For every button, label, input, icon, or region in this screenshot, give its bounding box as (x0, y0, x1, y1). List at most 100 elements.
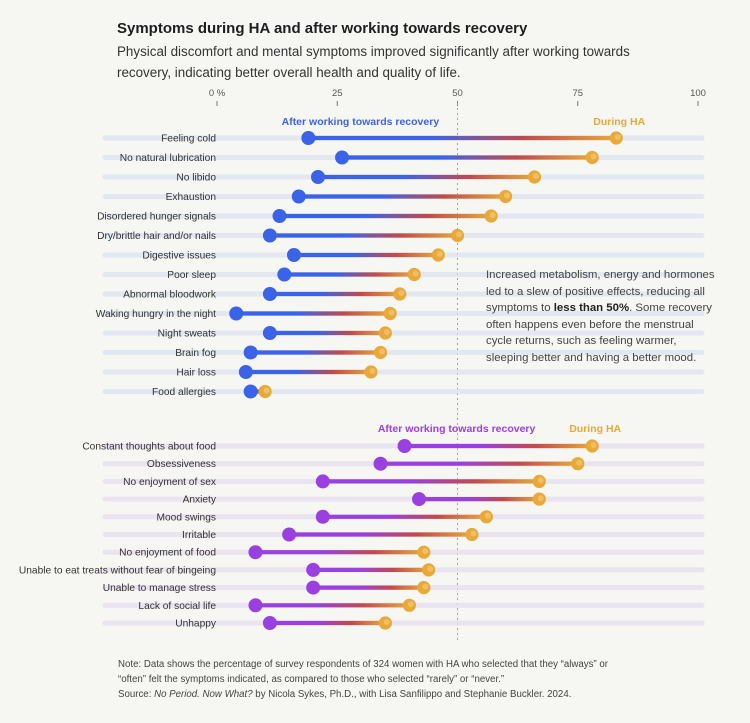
after-dot (291, 189, 306, 204)
category-label: Abnormal bloodwork (123, 290, 217, 301)
during-dot-highlight (504, 192, 511, 199)
after-dot (262, 228, 277, 243)
legend-during: During HA (569, 423, 621, 435)
category-label: Feeling cold (161, 134, 216, 145)
legend-after: After working towards recovery (282, 116, 440, 128)
during-dot-highlight (436, 251, 443, 257)
source-book-title: No Period. Now What? (154, 689, 253, 700)
after-dot (248, 545, 263, 560)
category-label: No enjoyment of food (119, 548, 216, 559)
during-dot-highlight (532, 173, 539, 179)
during-dot-highlight (422, 583, 429, 590)
footnote: Note: Data shows the percentage of surve… (118, 659, 609, 685)
category-label: Lack of social life (138, 601, 216, 612)
during-dot-highlight (379, 348, 386, 355)
after-dot (243, 384, 258, 399)
category-label: Exhaustion (166, 192, 216, 203)
after-dot (315, 474, 330, 489)
category-label: Digestive issues (142, 251, 216, 262)
source-label: Source: (118, 689, 155, 700)
during-dot-highlight (470, 530, 477, 537)
category-label: Disordered hunger signals (97, 212, 216, 223)
during-dot-highlight (537, 495, 544, 502)
during-dot-highlight (412, 270, 419, 277)
after-dot (262, 616, 277, 630)
category-label: Poor sleep (167, 270, 216, 281)
chart-subtitle: Physical discomfort and mental symptoms … (117, 44, 630, 80)
after-dot (238, 365, 253, 379)
x-tick-label: 50 (452, 88, 463, 99)
chart-marks (229, 131, 623, 630)
during-dot-highlight (407, 601, 414, 608)
legend-after: After working towards recovery (378, 423, 536, 435)
during-dot-highlight (383, 619, 390, 625)
after-dot (311, 170, 326, 184)
x-tick-label: 100 (690, 88, 706, 99)
category-label: Irritable (182, 530, 216, 541)
during-dot-highlight (590, 442, 597, 448)
legend-during: During HA (593, 116, 645, 128)
category-label: Anxiety (183, 495, 217, 506)
after-dot (286, 248, 301, 262)
after-dot (306, 562, 321, 577)
x-tick-label: 0 % (209, 88, 226, 99)
during-dot-highlight (263, 387, 270, 394)
during-dot-highlight (398, 290, 405, 296)
during-dot-highlight (489, 212, 496, 218)
legends: After working towards recovery During HA A… (282, 116, 646, 435)
x-tick-label: 25 (332, 88, 343, 99)
category-label: No natural lubrication (120, 153, 216, 164)
during-dot-highlight (590, 153, 597, 160)
during-dot-highlight (388, 309, 395, 316)
category-label: Mood swings (157, 512, 216, 523)
during-dot-highlight (422, 548, 429, 555)
category-label: No libido (176, 173, 216, 184)
source-line: Source: No Period. Now What? by Nicola S… (118, 689, 678, 700)
category-label: Waking hungry in the night (96, 309, 216, 320)
during-dot-highlight (537, 477, 544, 484)
during-dot-highlight (614, 134, 621, 140)
during-dot-highlight (456, 231, 462, 238)
category-label: No enjoyment of sex (123, 477, 216, 488)
category-labels: Feeling cold No natural lubrication No lib… (19, 134, 217, 630)
after-dot (301, 131, 316, 145)
during-dot-highlight (576, 459, 583, 466)
annotation-text-before: Increased metabolism, energy and hormone… (486, 269, 715, 314)
during-dot-highlight (369, 368, 376, 374)
after-dot (315, 509, 330, 524)
annotation-bold: less than 50% (553, 302, 630, 314)
category-label: Unable to manage stress (103, 583, 216, 594)
source-rest: by Nicola Sykes, Ph.D., with Lisa Sanfil… (252, 689, 572, 700)
category-label: Dry/brittle hair and/or nails (97, 231, 216, 242)
x-axis: 0 % 25 50 75 100 (209, 88, 706, 640)
chart-title: Symptoms during HA and after working tow… (117, 20, 528, 37)
after-dot (262, 326, 277, 340)
after-dot (397, 439, 412, 453)
after-dot (282, 527, 297, 542)
annotation-text-after: . Some recovery often happens even befor… (486, 302, 713, 364)
category-label: Hair loss (176, 368, 216, 379)
after-dot (277, 267, 292, 282)
after-dot (262, 287, 277, 301)
category-label: Obsessiveness (147, 459, 216, 470)
after-dot (373, 456, 388, 471)
category-label: Unable to eat treats without fear of bin… (19, 565, 216, 576)
during-dot-highlight (383, 329, 390, 335)
after-dot (335, 150, 350, 165)
category-label: Unhappy (175, 619, 217, 630)
annotation: Increased metabolism, energy and hormone… (486, 267, 721, 366)
category-label: Constant thoughts about food (82, 442, 216, 453)
category-label: Night sweats (158, 329, 216, 340)
after-dot (306, 580, 321, 595)
x-tick-label: 75 (572, 88, 583, 99)
after-dot (272, 209, 287, 223)
after-dot (229, 306, 244, 321)
category-label: Brain fog (175, 348, 216, 359)
during-dot-highlight (484, 512, 491, 519)
after-dot (412, 492, 427, 507)
after-dot (248, 598, 263, 613)
category-label: Food allergies (152, 387, 216, 398)
after-dot (243, 345, 258, 360)
during-dot-highlight (427, 565, 434, 572)
